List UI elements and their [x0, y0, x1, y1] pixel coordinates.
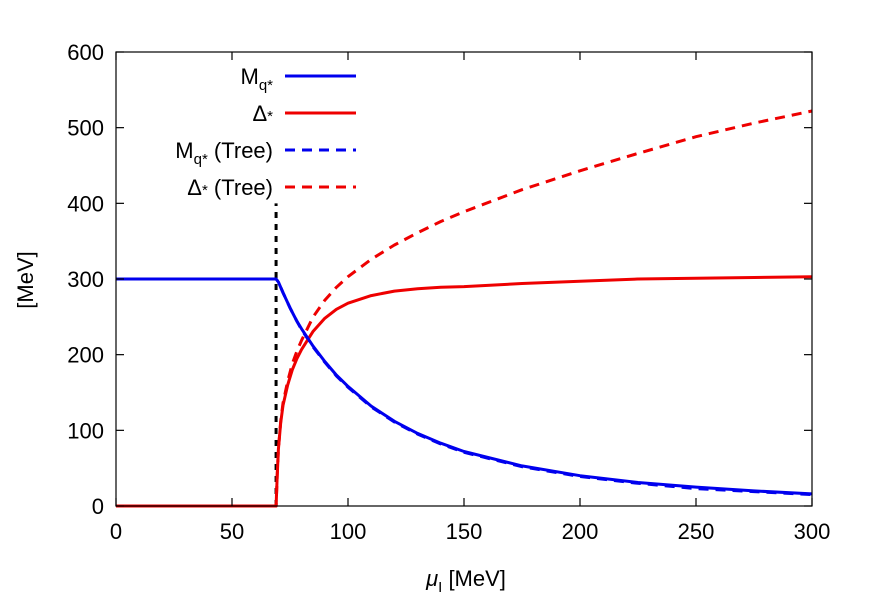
series-line-0 — [116, 277, 813, 496]
x-axis-subscript: I — [438, 579, 442, 596]
x-tick-label: 200 — [562, 519, 599, 544]
y-tick-label: 200 — [67, 343, 104, 368]
series-line-1 — [116, 275, 813, 508]
legend-item: Mq* — [240, 64, 356, 94]
plot-lines — [116, 109, 813, 508]
y-tick-label: 300 — [67, 267, 104, 292]
y-tick-label: 600 — [67, 40, 104, 65]
x-tick-label: 300 — [794, 519, 831, 544]
legend-subscript: * — [202, 182, 208, 199]
y-tick-label: 0 — [92, 494, 104, 519]
y-axis-label: [MeV] — [13, 251, 38, 308]
legend-subscript: * — [267, 108, 273, 125]
x-tick-label: 100 — [330, 519, 367, 544]
legend-item: Δ* — [252, 101, 356, 126]
legend-subscript: q* — [259, 77, 273, 94]
legend-symbol: M — [240, 64, 258, 89]
axis-ticks — [115, 51, 813, 507]
y-tick-label: 400 — [67, 191, 104, 216]
legend-label: Δ* — [252, 101, 273, 126]
legend-label: Mq* — [240, 64, 273, 94]
legend: Mq*Δ*Mq* (Tree)Δ* (Tree) — [175, 64, 356, 200]
x-tick-label: 50 — [220, 519, 244, 544]
legend-suffix: (Tree) — [208, 138, 273, 163]
y-tick-label: 500 — [67, 116, 104, 141]
y-tick-labels: 0 100 200 300 400 500 600 — [67, 40, 104, 519]
legend-label: Δ* (Tree) — [187, 175, 273, 200]
legend-item: Δ* (Tree) — [187, 175, 356, 200]
y-tick-label: 100 — [67, 418, 104, 443]
x-axis-symbol: μ — [425, 566, 438, 591]
legend-symbol: Δ — [187, 175, 202, 200]
x-axis-unit: [MeV] — [442, 566, 506, 591]
legend-item: Mq* (Tree) — [175, 138, 356, 168]
x-tick-label: 250 — [678, 519, 715, 544]
x-tick-labels: 0 50 100 150 200 250 300 — [110, 519, 830, 544]
x-axis-label: μI [MeV] — [425, 566, 506, 596]
legend-suffix: (Tree) — [208, 175, 273, 200]
legend-symbol: M — [175, 138, 193, 163]
x-tick-label: 150 — [446, 519, 483, 544]
x-tick-label: 0 — [110, 519, 122, 544]
legend-label: Mq* (Tree) — [175, 138, 273, 168]
legend-symbol: Δ — [252, 101, 267, 126]
legend-subscript: q* — [194, 151, 208, 168]
